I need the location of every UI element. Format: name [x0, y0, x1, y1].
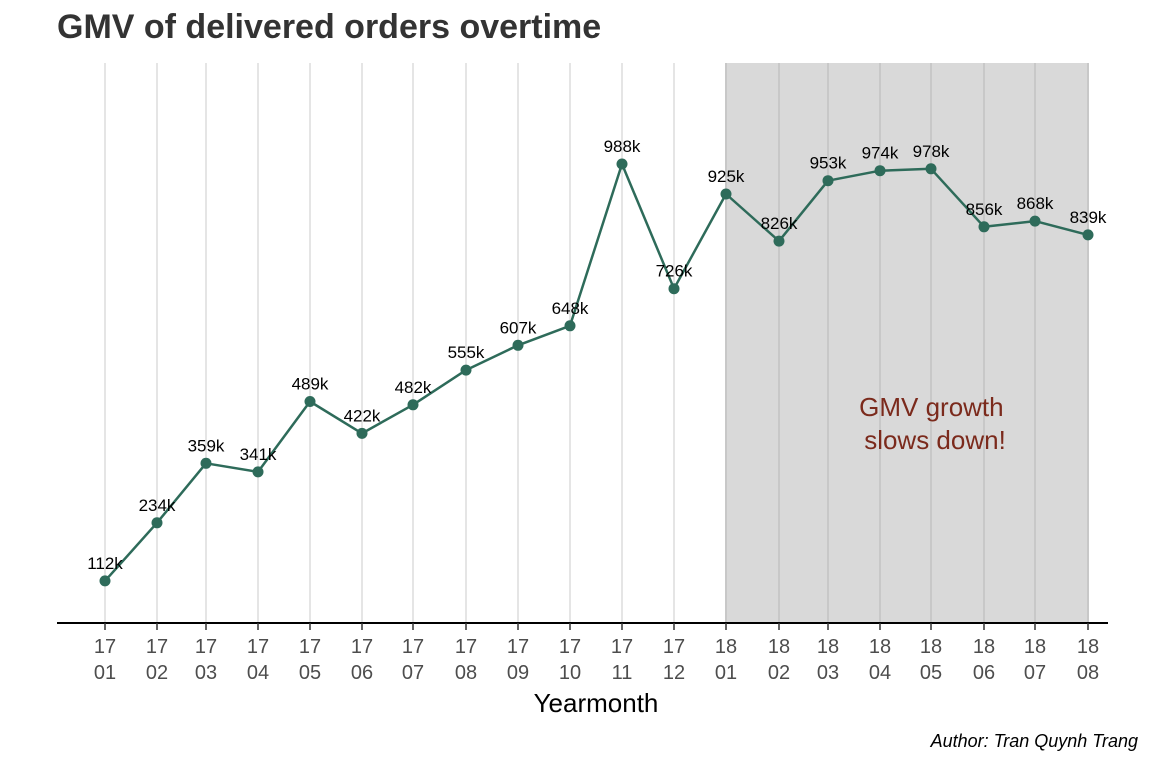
data-label-2: 359k: [188, 436, 225, 455]
x-tick-label-month-11: 12: [663, 662, 685, 684]
x-tick-label-month-9: 10: [559, 662, 581, 684]
x-tick-label-year-9: 17: [559, 636, 581, 658]
series-layer: [99, 158, 1094, 587]
data-label-12: 925k: [708, 167, 745, 186]
data-label-7: 555k: [448, 343, 485, 362]
data-label-14: 953k: [810, 154, 847, 173]
x-tick-label-month-14: 03: [817, 662, 839, 684]
data-point-19: [1082, 229, 1094, 241]
x-tick-label-year-17: 18: [973, 636, 995, 658]
x-tick-label-year-3: 17: [247, 636, 269, 658]
x-tick-label-year-14: 18: [817, 636, 839, 658]
x-tick-label-year-6: 17: [402, 636, 424, 658]
data-label-15: 974k: [862, 144, 899, 163]
data-point-16: [925, 163, 937, 175]
data-point-11: [668, 283, 680, 295]
x-tick-label-month-4: 05: [299, 662, 321, 684]
data-label-16: 978k: [913, 142, 950, 161]
x-tick-label-year-10: 17: [611, 636, 633, 658]
x-tick-label-month-12: 01: [715, 662, 737, 684]
x-tick-label-month-10: 11: [612, 662, 633, 684]
series-line: [104, 162, 1089, 582]
x-tick-label-month-7: 08: [455, 662, 477, 684]
data-point-13: [773, 235, 785, 247]
x-tick-label-year-15: 18: [869, 636, 891, 658]
data-label-18: 868k: [1017, 194, 1054, 213]
data-label-3: 341k: [240, 445, 277, 464]
x-tick-label-month-0: 01: [94, 662, 116, 684]
x-tick-label-year-8: 17: [507, 636, 529, 658]
data-label-4: 489k: [292, 375, 329, 394]
data-point-1: [151, 517, 163, 529]
data-point-14: [822, 175, 834, 187]
author-caption: Author: Tran Quynh Trang: [930, 731, 1138, 751]
x-tick-label-year-1: 17: [146, 636, 168, 658]
highlight-band: [726, 63, 1088, 623]
data-label-19: 839k: [1070, 208, 1107, 227]
x-tick-label-year-13: 18: [768, 636, 790, 658]
annotation-line-2: slows down!: [864, 425, 1006, 455]
data-point-10: [616, 158, 628, 170]
x-tick-label-month-5: 06: [351, 662, 373, 684]
data-point-0: [99, 575, 111, 587]
data-point-6: [407, 399, 419, 411]
data-label-8: 607k: [500, 318, 537, 337]
annotation-line-1: GMV growth: [859, 392, 1004, 422]
data-label-5: 422k: [344, 406, 381, 425]
x-tick-label-year-19: 18: [1077, 636, 1099, 658]
data-point-17: [978, 221, 990, 233]
x-tick-label-month-8: 09: [507, 662, 529, 684]
axis-layer: 17 01 17 02 17 03 17 04 17 05 17 06 17 07 17 08 17 09 17 10…: [57, 622, 1108, 684]
data-label-11: 726k: [656, 262, 693, 281]
x-tick-label-year-18: 18: [1024, 636, 1046, 658]
x-tick-label-month-16: 05: [920, 662, 942, 684]
data-point-4: [304, 396, 316, 407]
data-point-7: [460, 364, 472, 376]
x-tick-label-year-0: 17: [94, 636, 116, 658]
grid-layer: [104, 63, 1089, 623]
x-tick-label-month-3: 04: [247, 662, 269, 684]
data-label-9: 648k: [552, 299, 589, 318]
x-tick-label-month-1: 02: [146, 662, 168, 684]
data-point-9: [564, 320, 576, 332]
data-label-0: 112k: [87, 554, 123, 573]
data-label-17: 856k: [966, 200, 1003, 219]
x-tick-label-year-16: 18: [920, 636, 942, 658]
data-label-13: 826k: [761, 214, 798, 233]
data-point-15: [874, 165, 886, 177]
data-point-18: [1029, 215, 1041, 227]
x-tick-label-year-5: 17: [351, 636, 373, 658]
x-tick-label-month-19: 08: [1077, 662, 1099, 684]
x-axis-title: Yearmonth: [534, 688, 659, 718]
annotation-text: GMV growth slows down!: [859, 392, 1011, 455]
x-tick-label-year-11: 17: [663, 636, 685, 658]
x-tick-label-month-18: 07: [1024, 662, 1046, 684]
x-tick-label-month-17: 06: [973, 662, 995, 684]
data-point-2: [200, 457, 212, 469]
x-tick-label-month-15: 04: [869, 662, 891, 684]
x-tick-label-month-13: 02: [768, 662, 790, 684]
x-tick-label-month-2: 03: [195, 662, 217, 684]
x-tick-label-year-2: 17: [195, 636, 217, 658]
label-layer: 112k 234k 359k 341k 489k 422k 482k 555k 607k 648k…: [87, 137, 1107, 573]
x-tick-label-month-6: 07: [402, 662, 424, 684]
data-label-1: 234k: [139, 496, 176, 515]
x-tick-label-year-7: 17: [455, 636, 477, 658]
data-label-10: 988k: [604, 137, 641, 156]
chart-title: GMV of delivered orders overtime: [57, 8, 602, 46]
data-point-12: [720, 188, 732, 200]
data-point-3: [252, 466, 264, 478]
data-label-6: 482k: [395, 378, 432, 397]
x-tick-label-year-4: 17: [299, 636, 321, 658]
data-point-5: [356, 427, 368, 439]
highlight-layer: [726, 63, 1088, 623]
x-tick-label-year-12: 18: [715, 636, 737, 658]
data-point-8: [512, 339, 524, 351]
